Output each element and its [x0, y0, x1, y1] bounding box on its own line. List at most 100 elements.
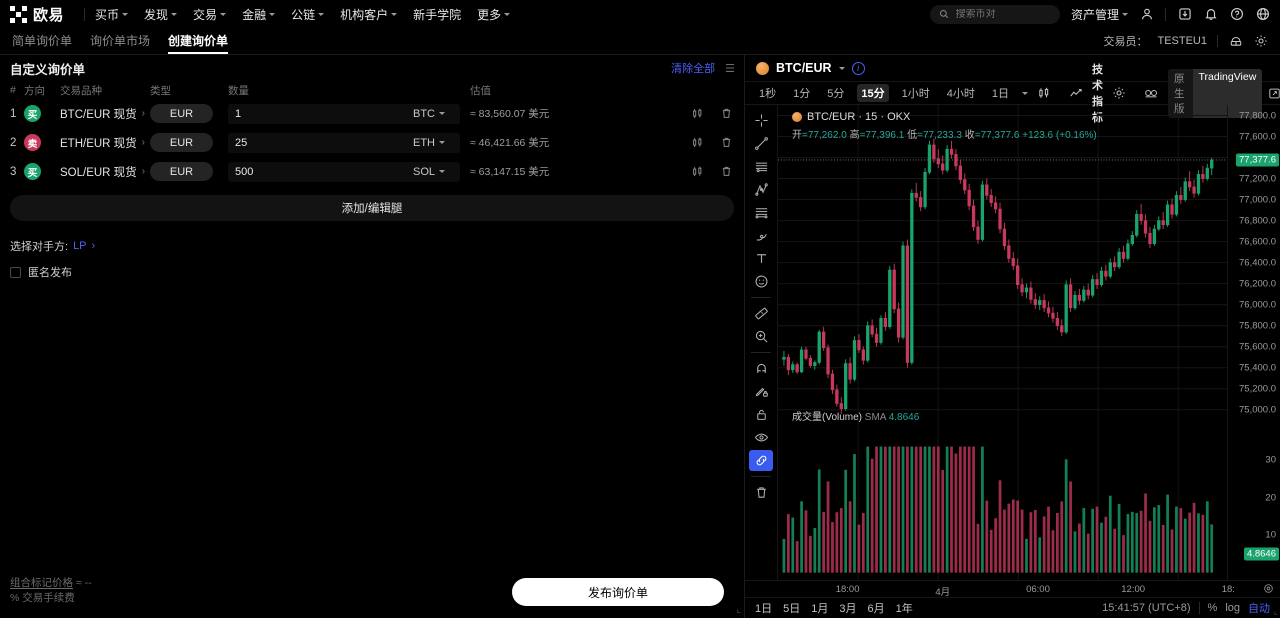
view-mode-native[interactable]: 原生版 — [1174, 72, 1185, 115]
delete-icon[interactable] — [719, 135, 734, 150]
search-box[interactable] — [929, 4, 1060, 24]
instrument-selector[interactable]: ETH/EUR 现货 › — [60, 135, 150, 151]
trash-icon[interactable] — [749, 482, 773, 503]
download-icon[interactable] — [1177, 7, 1192, 22]
instrument-cell[interactable]: ETH/EUR 现货 › — [60, 135, 150, 151]
unit-selector[interactable]: BTC — [413, 108, 445, 120]
range-5d[interactable]: 5日 — [783, 603, 801, 615]
magnet-icon[interactable] — [749, 358, 773, 379]
gear-icon[interactable] — [1112, 86, 1126, 101]
delete-icon[interactable] — [719, 164, 734, 179]
okx-logo[interactable]: 欧易 — [10, 4, 64, 25]
indicators-label[interactable]: 技术指标 — [1092, 64, 1103, 124]
chevron-right-icon[interactable]: › — [91, 240, 96, 252]
candlestick-icon[interactable] — [690, 164, 705, 179]
timeframe-1h[interactable]: 1小时 — [901, 88, 930, 100]
globe-icon[interactable] — [1255, 7, 1270, 22]
unit-selector[interactable]: SOL — [413, 166, 445, 178]
nav-item-academy[interactable]: 新手学院 — [413, 6, 461, 23]
auto-scale-toggle[interactable]: 自动 — [1248, 603, 1270, 615]
instrument-selector[interactable]: BTC/EUR 现货 › — [60, 106, 150, 122]
pitchfork-icon[interactable] — [749, 179, 773, 200]
nav-item-trade[interactable]: 交易 — [193, 6, 227, 23]
text-icon[interactable] — [749, 248, 773, 269]
range-1mo[interactable]: 1月 — [811, 603, 829, 615]
percent-scale-toggle[interactable]: % — [1207, 602, 1218, 614]
clear-all-button[interactable]: 清除全部 — [671, 63, 716, 75]
candlestick-icon[interactable] — [690, 106, 705, 121]
direction-cell[interactable]: 买 — [24, 105, 60, 122]
price-axis[interactable]: 77,800.077,600.077,400.077,200.077,000.0… — [1227, 105, 1280, 580]
direction-cell[interactable]: 买 — [24, 163, 60, 180]
chevron-down-icon[interactable] — [838, 66, 845, 70]
search-input[interactable] — [955, 8, 1052, 20]
range-3mo[interactable]: 3月 — [839, 603, 857, 615]
nav-item-chain[interactable]: 公链 — [291, 6, 325, 23]
instrument-selector[interactable]: SOL/EUR 现货 › — [60, 164, 150, 180]
add-edit-leg-button[interactable]: 添加/编辑腿 — [10, 195, 734, 221]
link-icon[interactable] — [749, 450, 773, 471]
fullscreen-icon[interactable] — [1268, 86, 1280, 101]
type-cell[interactable]: EUR — [150, 162, 228, 181]
instrument-cell[interactable]: SOL/EUR 现货 › — [60, 164, 150, 180]
timeframe-5m[interactable]: 5分 — [827, 88, 845, 100]
candlestick-icon[interactable] — [690, 135, 705, 150]
tab-rfq-market[interactable]: 询价单市场 — [90, 33, 151, 48]
indicators-icon[interactable] — [1069, 86, 1083, 101]
nav-item-more[interactable]: 更多 — [477, 6, 511, 23]
horizontal-lines-icon[interactable] — [749, 156, 773, 177]
chart-plot-area[interactable]: BTC/EUR · 15 · OKX 开=77,262.0 高=77,396.1… — [778, 105, 1227, 580]
resize-handle[interactable]: ⌞ — [736, 604, 741, 615]
ruler-icon[interactable] — [749, 303, 773, 324]
nav-item-institutional[interactable]: 机构客户 — [340, 6, 398, 23]
gear-icon[interactable] — [1253, 34, 1268, 49]
type-pill[interactable]: EUR — [150, 162, 213, 181]
tab-create-rfq[interactable]: 创建询价单 — [168, 28, 229, 54]
brush-icon[interactable] — [749, 225, 773, 246]
user-icon[interactable] — [1139, 7, 1154, 22]
view-mode-tradingview[interactable]: TradingView — [1192, 68, 1263, 118]
axis-settings-icon[interactable] — [1263, 583, 1274, 597]
timeframe-1d[interactable]: 1日 — [991, 88, 1009, 100]
log-scale-toggle[interactable]: log — [1225, 602, 1240, 614]
nav-item-buy-crypto[interactable]: 买币 — [95, 6, 129, 23]
nav-item-finance[interactable]: 金融 — [242, 6, 276, 23]
quantity-field[interactable]: ETH — [228, 132, 460, 153]
range-6mo[interactable]: 6月 — [867, 603, 885, 615]
quantity-cell[interactable]: BTC — [228, 103, 470, 124]
bell-icon[interactable] — [1203, 7, 1218, 22]
unit-selector[interactable]: ETH — [413, 137, 445, 149]
publish-rfq-button[interactable]: 发布询价单 — [512, 578, 724, 606]
timeframe-1s[interactable]: 1秒 — [759, 88, 777, 100]
nav-item-discover[interactable]: 发现 — [144, 6, 178, 23]
tab-simple-rfq[interactable]: 简单询价单 — [12, 33, 73, 48]
direction-cell[interactable]: 卖 — [24, 134, 60, 151]
counterparty-value[interactable]: LP — [73, 240, 87, 252]
compare-icon[interactable] — [1144, 86, 1159, 101]
type-pill[interactable]: EUR — [150, 133, 213, 152]
timeframe-15m[interactable]: 15分 — [857, 84, 889, 102]
help-icon[interactable] — [1229, 7, 1244, 22]
lock-icon[interactable] — [749, 404, 773, 425]
resize-handle[interactable]: ⌞ — [1273, 606, 1278, 616]
draw-lock-icon[interactable] — [749, 381, 773, 402]
quantity-cell[interactable]: ETH — [228, 132, 470, 153]
eye-icon[interactable] — [749, 427, 773, 448]
anonymous-checkbox[interactable] — [10, 266, 21, 278]
quantity-field[interactable]: SOL — [228, 161, 460, 182]
type-cell[interactable]: EUR — [150, 133, 228, 152]
fibonacci-icon[interactable] — [749, 202, 773, 223]
timeframe-1m[interactable]: 1分 — [793, 88, 811, 100]
direction-badge[interactable]: 买 — [24, 163, 41, 180]
direction-badge[interactable]: 卖 — [24, 134, 41, 151]
type-pill[interactable]: EUR — [150, 104, 213, 123]
chevron-down-icon[interactable] — [1022, 91, 1028, 95]
panel-menu-icon[interactable]: ☰ — [725, 62, 735, 75]
helmet-icon[interactable] — [1228, 34, 1243, 49]
type-cell[interactable]: EUR — [150, 104, 228, 123]
quantity-input[interactable] — [235, 165, 413, 178]
quantity-input[interactable] — [235, 107, 413, 120]
range-1d[interactable]: 1日 — [755, 603, 773, 615]
delete-icon[interactable] — [719, 106, 734, 121]
zoom-icon[interactable] — [749, 326, 773, 347]
